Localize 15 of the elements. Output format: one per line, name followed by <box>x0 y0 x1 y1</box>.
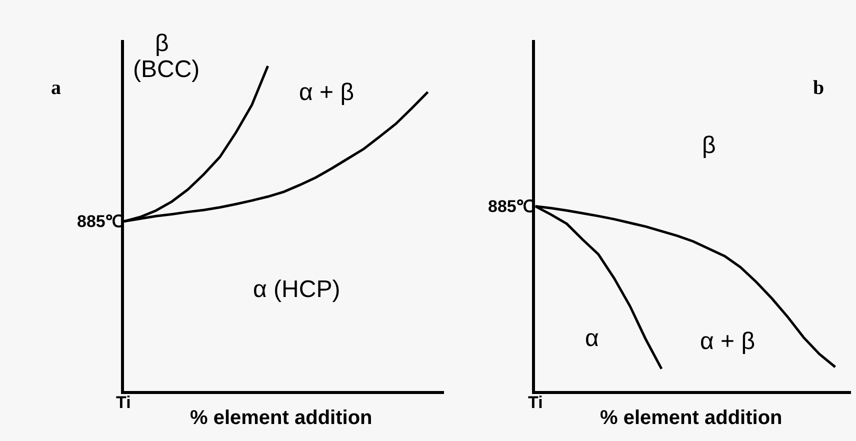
text: β <box>155 30 169 57</box>
text: β <box>702 132 716 159</box>
annotation: 885℃ <box>77 212 122 231</box>
text: Ti <box>116 393 131 412</box>
x-axis-title: % element addition <box>600 407 782 429</box>
annotation: α + β <box>299 79 354 106</box>
annotation: α <box>585 325 599 352</box>
annotation: α + β <box>700 328 756 355</box>
text: Ti <box>528 393 543 412</box>
annotation: α (HCP) <box>253 276 340 303</box>
text: a <box>51 77 61 99</box>
annotation: 885℃ <box>488 197 534 216</box>
annotation: (BCC) <box>133 56 200 83</box>
x-axis-title: % element addition <box>190 407 372 429</box>
chart-title: b <box>813 77 824 99</box>
